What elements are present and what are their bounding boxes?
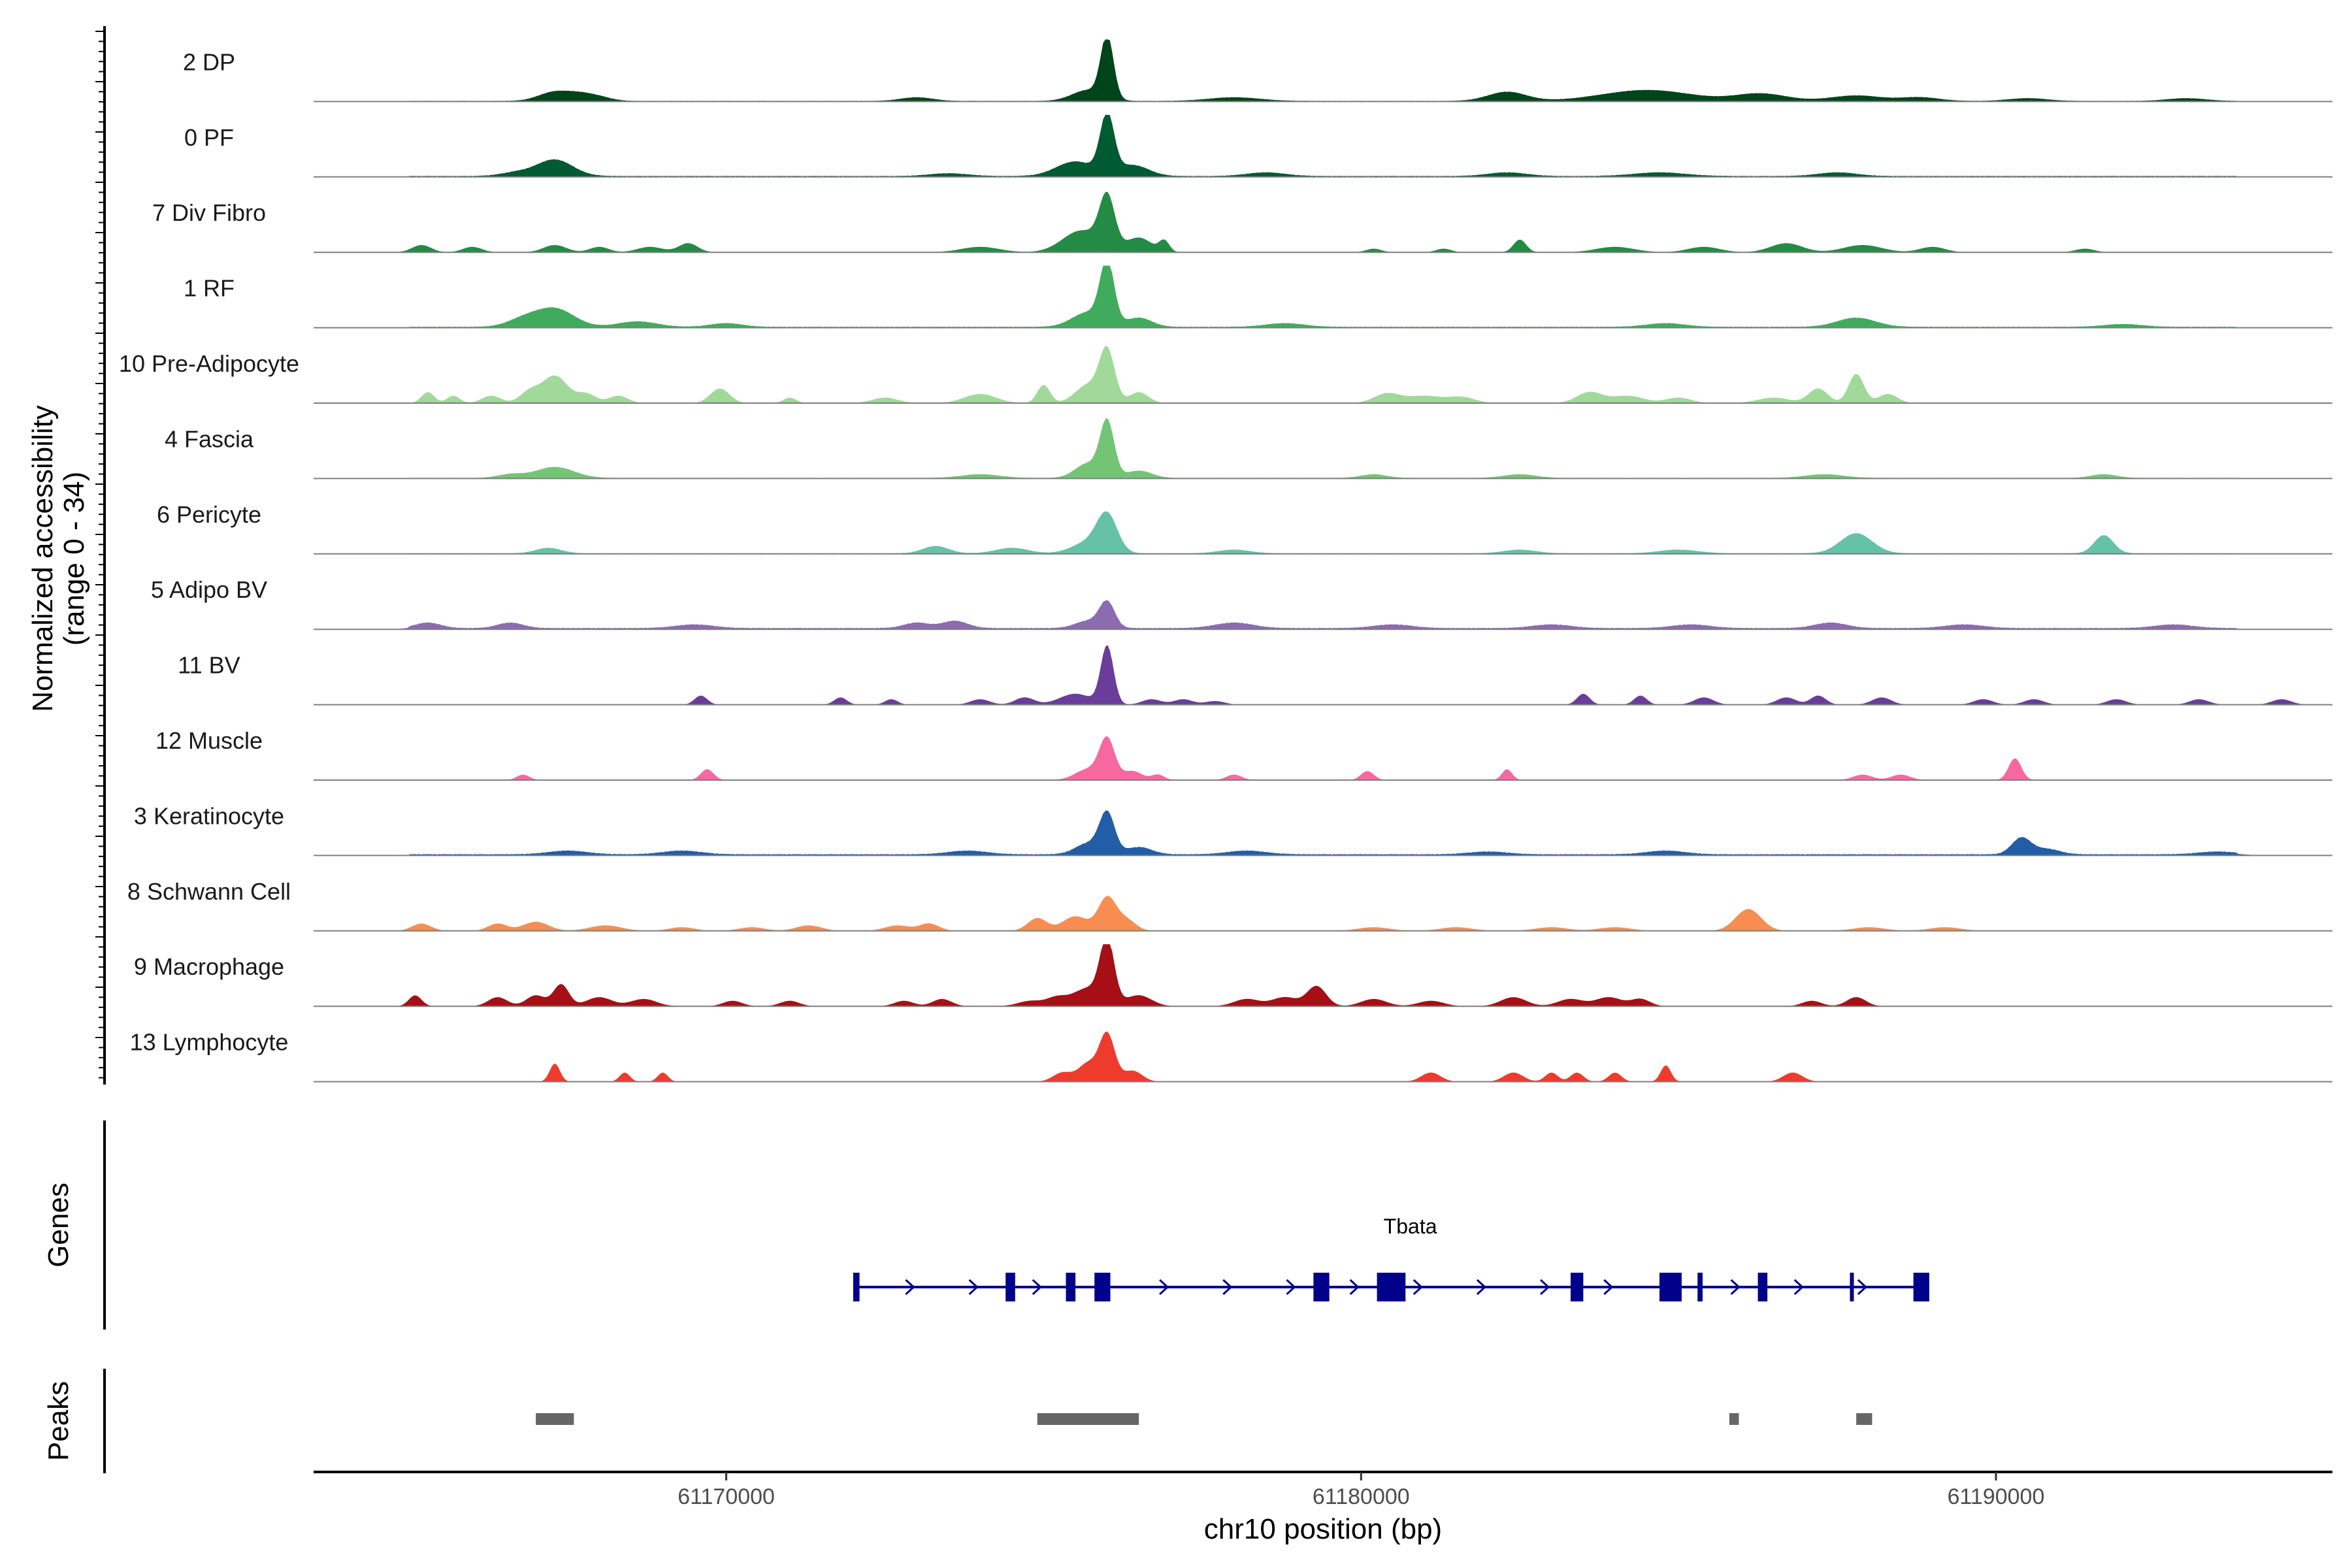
coverage-area: [314, 1032, 2332, 1082]
strand-arrow: [1476, 1279, 1487, 1296]
gene-exon: [1094, 1273, 1111, 1301]
gene-exon: [1659, 1273, 1682, 1301]
strand-arrow: [905, 1279, 915, 1296]
coverage-area: [314, 418, 2332, 479]
track-10: 12 Muscle: [155, 727, 2332, 781]
track-label: 10 Pre-Adipocyte: [119, 350, 299, 377]
coverage-area: [314, 944, 2332, 1007]
strand-arrow: [1349, 1279, 1360, 1296]
gene-exon: [1571, 1273, 1584, 1301]
gene-exon: [1697, 1273, 1703, 1301]
coverage-area: [314, 265, 2332, 328]
coverage-area: [314, 810, 2332, 856]
coverage-area: [314, 191, 2332, 253]
genes-track-label: Genes: [42, 1183, 74, 1267]
track-7: 6 Pericyte: [157, 501, 2332, 555]
track-8: 5 Adipo BV: [151, 576, 2332, 630]
strand-arrow: [1032, 1279, 1042, 1296]
gene-exon: [1850, 1273, 1854, 1301]
x-tick-label: 61190000: [1948, 1484, 2045, 1509]
track-4: 1 RF: [184, 265, 2332, 329]
x-tick-label: 61180000: [1313, 1484, 1410, 1509]
y-axis-label-line1: Normalized accessibility: [27, 405, 59, 711]
peak-region: [536, 1413, 574, 1425]
coverage-area: [314, 346, 2332, 403]
strand-arrow: [1857, 1279, 1868, 1296]
coverage-area: [314, 600, 2332, 630]
strand-arrow: [1222, 1279, 1233, 1296]
gene-exon: [853, 1273, 860, 1301]
track-3: 7 Div Fibro: [152, 191, 2332, 253]
track-label: 12 Muscle: [155, 727, 263, 754]
track-label: 11 BV: [178, 652, 240, 679]
gene-exon: [1005, 1273, 1015, 1301]
gene-exon: [1066, 1273, 1076, 1301]
track-1: 2 DP: [183, 39, 2332, 103]
gene-exon: [1313, 1273, 1330, 1301]
x-tick-label: 61170000: [678, 1484, 775, 1509]
track-label: 4 Fascia: [165, 425, 254, 452]
track-label: 3 Keratinocyte: [134, 802, 284, 829]
strand-arrow: [1793, 1279, 1804, 1296]
track-label: 7 Div Fibro: [152, 199, 266, 226]
track-label: 8 Schwann Cell: [127, 878, 291, 905]
track-5: 10 Pre-Adipocyte: [119, 346, 2332, 404]
track-13: 9 Macrophage: [134, 944, 2332, 1007]
track-label: 5 Adipo BV: [151, 576, 267, 603]
strand-arrow: [1730, 1279, 1740, 1296]
coverage-area: [314, 645, 2332, 705]
track-label: 6 Pericyte: [157, 501, 261, 528]
coverage-area: [314, 896, 2332, 931]
strand-arrow: [1413, 1279, 1423, 1296]
track-12: 8 Schwann Cell: [127, 878, 2332, 932]
strand-arrow: [968, 1279, 979, 1296]
track-9: 11 BV: [178, 645, 2332, 706]
track-11: 3 Keratinocyte: [134, 802, 2332, 857]
track-label: 13 Lymphocyte: [130, 1029, 289, 1056]
coverage-area: [314, 114, 2332, 177]
gene-name-label: Tbata: [1384, 1215, 1437, 1238]
gene-exon: [1757, 1273, 1768, 1301]
peak-region: [1856, 1413, 1872, 1425]
strand-arrow: [1540, 1279, 1550, 1296]
peaks-track-label: Peaks: [42, 1381, 74, 1461]
strand-arrow: [1286, 1279, 1296, 1296]
y-axis-ticks: [95, 31, 105, 1079]
track-6: 4 Fascia: [165, 418, 2332, 480]
coverage-area: [314, 39, 2332, 102]
track-label: 2 DP: [183, 48, 235, 75]
track-label: 9 Macrophage: [134, 953, 284, 980]
track-label: 1 RF: [184, 275, 235, 302]
gene-exon: [1913, 1273, 1929, 1301]
y-axis-label-line2: (range 0 - 34): [58, 472, 90, 646]
track-2: 0 PF: [184, 114, 2332, 178]
strand-arrow: [1603, 1279, 1614, 1296]
coverage-tracks: 2 DP 0 PF 7 Div Fibro 1 RF 10 Pre-Adipocyte 4…: [119, 39, 2332, 1083]
track-14: 13 Lymphocyte: [130, 1029, 2332, 1083]
gene-model: Tbata: [853, 1215, 1929, 1301]
x-axis-ticks: 61170000 61180000 61190000: [678, 1472, 2044, 1509]
peak-regions: [536, 1413, 1872, 1425]
strand-arrow: [1159, 1279, 1169, 1296]
gene-exon: [1377, 1273, 1406, 1301]
track-label: 0 PF: [184, 124, 234, 151]
coverage-area: [314, 736, 2332, 780]
peak-region: [1729, 1413, 1739, 1425]
peak-region: [1037, 1413, 1139, 1425]
x-axis-label: chr10 position (bp): [1204, 1513, 1442, 1545]
coverage-area: [314, 511, 2332, 554]
